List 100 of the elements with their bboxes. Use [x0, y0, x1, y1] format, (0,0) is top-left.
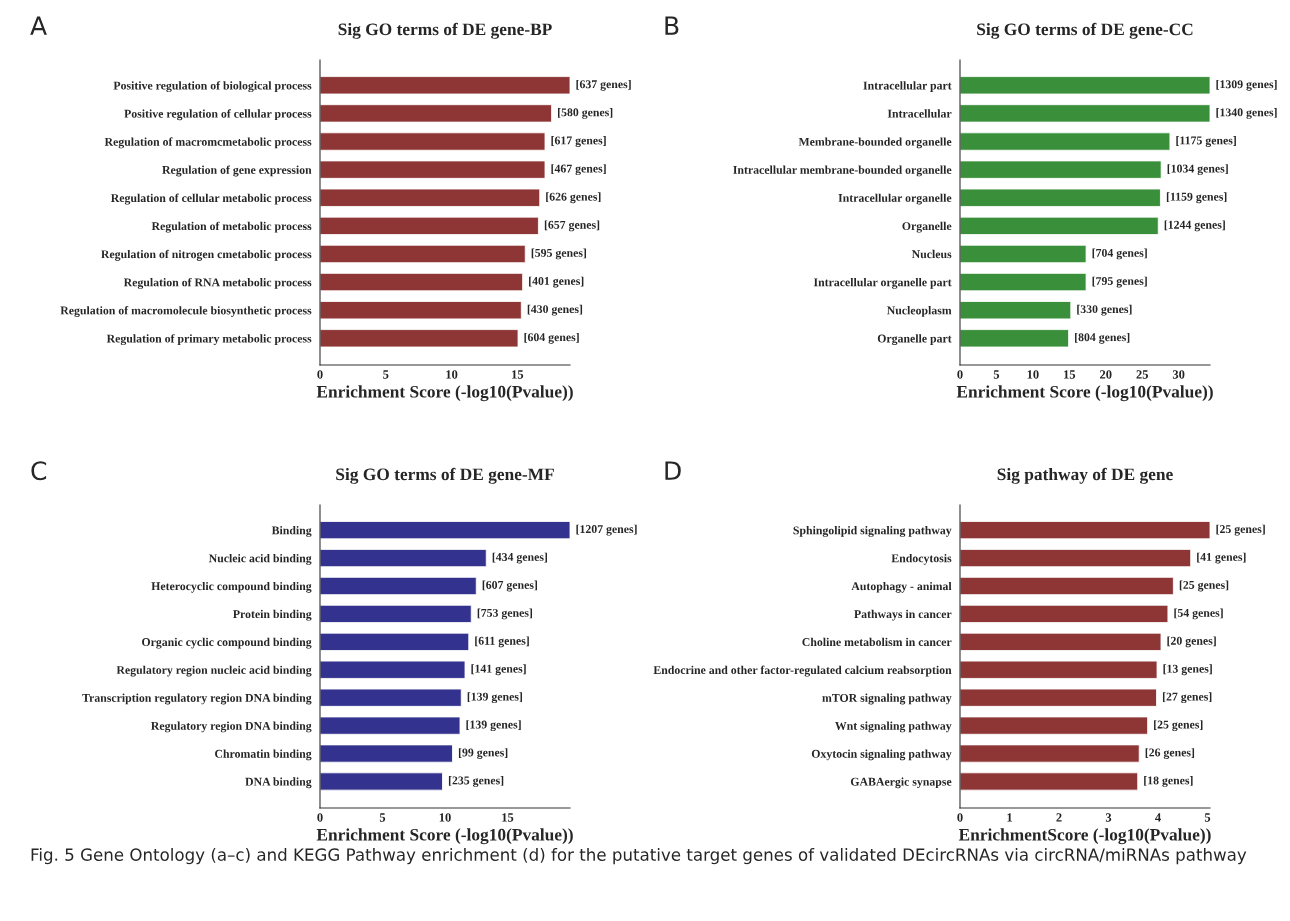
annotation: [611 genes] [475, 636, 529, 648]
bar [960, 744, 1140, 763]
bar [960, 244, 1087, 264]
y-tick-label: Regulation of cellular metabolic process [110, 193, 312, 205]
annotation: [25 genes] [1179, 580, 1229, 592]
bar [320, 772, 443, 791]
bar [320, 604, 472, 623]
y-tick-label: Regulatory region DNA binding [151, 721, 312, 733]
chart-title: Sig GO terms of DE gene-CC [977, 22, 1193, 39]
bar [320, 160, 546, 179]
bar [320, 744, 453, 763]
bar [960, 329, 1070, 348]
bar [960, 104, 1210, 123]
bar [320, 688, 462, 707]
y-tick-label: Sphingolipid signaling pathway [793, 526, 952, 537]
y-tick-label: Protein binding [233, 609, 312, 621]
annotation: [54 genes] [1174, 608, 1223, 620]
chart-title: Sig GO terms of DE gene-MF [336, 467, 554, 484]
bar [320, 548, 487, 568]
annotation: [434 genes] [492, 552, 547, 564]
text: D [665, 461, 681, 480]
text: B [665, 16, 679, 35]
y-tick-label: Choline metabolism in cancer [802, 637, 952, 647]
y-tick-label: Regulation of macromcmetabolic process [104, 137, 312, 149]
y-tick-label: Heterocyclic compound binding [151, 581, 312, 593]
annotation: [795 genes] [1092, 276, 1147, 288]
y-tick-label: Transcription regulatory region DNA binding [82, 693, 312, 705]
bar [960, 521, 1210, 540]
bar [320, 216, 539, 235]
x-axis-title: EnrichmentScore (-log10(Pvalue)) [958, 828, 1211, 845]
bar [960, 660, 1158, 679]
bar [960, 132, 1171, 151]
annotation: [141 genes] [471, 664, 526, 676]
x-tick-label: 0 [957, 370, 963, 379]
y-tick-label: Pathways in cancer [854, 609, 952, 621]
bar [320, 329, 519, 348]
x-tick-label: 5 [383, 370, 389, 379]
y-tick-label: Regulation of macromolecule biosynthetic process [60, 306, 312, 317]
annotation: [25 genes] [1216, 524, 1265, 536]
x-axis-title: Enrichment Score (-log10(Pvalue)) [316, 828, 573, 845]
annotation: [430 genes] [527, 304, 583, 316]
bar [960, 772, 1139, 791]
bar [960, 216, 1159, 235]
y-tick-label: Regulation of gene expression [162, 165, 312, 177]
annotation: [18 genes] [1144, 776, 1193, 787]
bar [320, 632, 470, 651]
bar [960, 632, 1162, 651]
y-tick-label: Nucleic acid binding [208, 553, 312, 565]
chart-title: Sig GO terms of DE gene-BP [338, 22, 552, 39]
x-tick-label: 10 [439, 813, 451, 822]
annotation: [139 genes] [467, 692, 522, 704]
x-tick-label: 0 [317, 370, 323, 379]
y-tick-label: Regulation of RNA metabolic process [123, 277, 312, 289]
y-tick-label: Regulation of metabolic process [151, 221, 312, 233]
x-tick-label: 3 [1105, 813, 1112, 822]
y-tick-label: Endocrine and other factor-regulated calcium reabsorption [653, 665, 952, 677]
bar [960, 272, 1087, 292]
y-tick-label: DNA binding [245, 777, 312, 789]
x-tick-label: 15 [512, 370, 524, 379]
bar [960, 301, 1072, 320]
y-tick-label: mTOR signaling pathway [822, 693, 952, 705]
y-tick-label: Intracellular part [863, 81, 952, 92]
annotation: [1309 genes] [1216, 79, 1277, 91]
annotation: [657 genes] [544, 220, 600, 232]
bar [960, 604, 1169, 623]
annotation: [626 genes] [546, 192, 601, 204]
bar [960, 716, 1149, 735]
annotation: [637 genes] [576, 79, 631, 91]
annotation: [753 genes] [477, 608, 532, 620]
annotation: [1207 genes] [576, 524, 637, 536]
bar [320, 132, 546, 151]
y-tick-label: Organelle part [877, 334, 952, 345]
annotation: [13 genes] [1163, 664, 1212, 676]
x-tick-label: 20 [1100, 370, 1112, 379]
y-tick-label: Intracellular organelle part [813, 277, 952, 289]
annotation: [99 genes] [458, 748, 508, 759]
annotation: [595 genes] [531, 248, 587, 260]
bar [960, 548, 1192, 568]
annotation: [139 genes] [466, 720, 521, 732]
x-axis-title: Enrichment Score (-log10(Pvalue)) [956, 385, 1213, 402]
x-axis-title: Enrichment Score (-log10(Pvalue)) [316, 385, 573, 402]
y-tick-label: Regulation of nitrogen cmetabolic process [101, 249, 312, 261]
bar [320, 576, 477, 596]
x-tick-label: 5 [379, 813, 386, 822]
y-tick-label: Chromatin binding [215, 749, 312, 761]
y-tick-label: Nucleoplasm [886, 306, 952, 317]
y-tick-label: GABAergic synapse [850, 777, 952, 789]
y-tick-label: Regulation of primary metabolic process [106, 334, 312, 346]
bar [320, 301, 522, 320]
y-tick-label: Autophagy - animal [851, 581, 952, 593]
annotation: [1244 genes] [1164, 220, 1225, 232]
y-tick-label: Nucleus [911, 249, 952, 259]
bar [320, 188, 541, 207]
annotation: [467 genes] [551, 164, 606, 176]
text: A [30, 16, 47, 35]
x-tick-label: 15 [1064, 370, 1076, 379]
bar [960, 576, 1174, 596]
x-tick-label: 30 [1172, 370, 1185, 379]
y-tick-label: Membrane-bounded organelle [798, 137, 952, 149]
x-tick-label: 0 [957, 813, 963, 822]
